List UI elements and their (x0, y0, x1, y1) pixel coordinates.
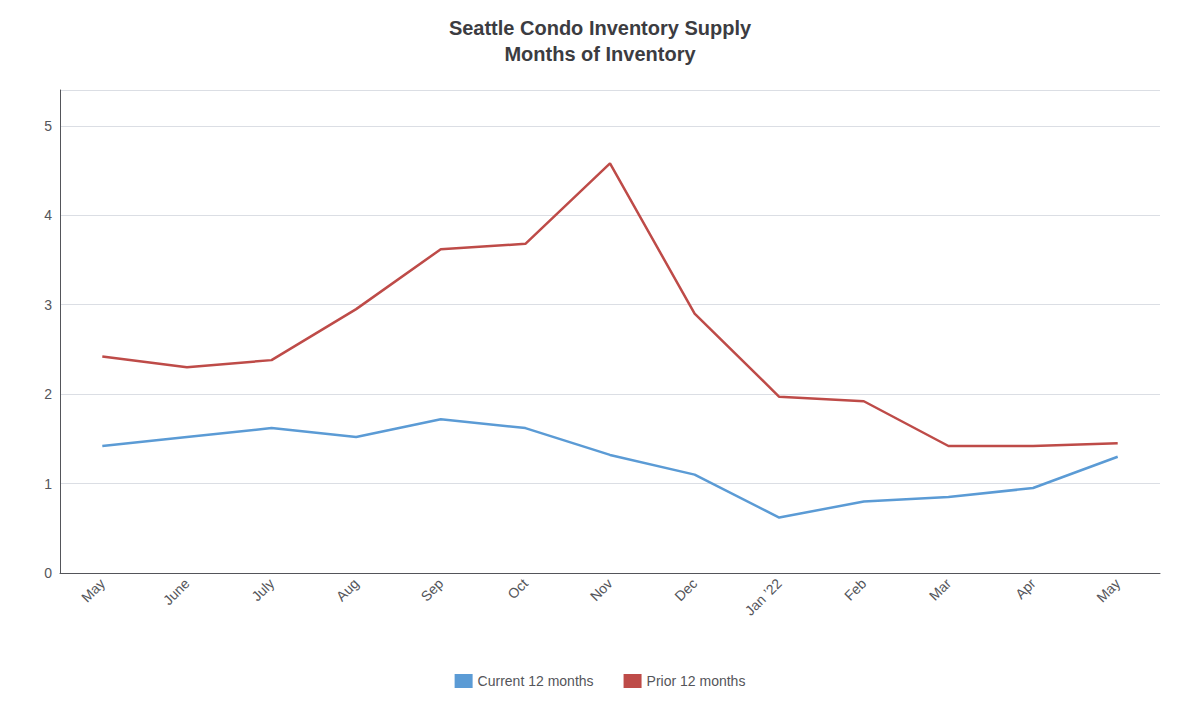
svg-text:Prior 12 months: Prior 12 months (647, 673, 746, 689)
svg-text:Dec: Dec (671, 575, 700, 604)
svg-text:Mar: Mar (926, 575, 955, 604)
svg-text:Seattle Condo Inventory Supply: Seattle Condo Inventory Supply (449, 17, 752, 39)
svg-text:4: 4 (44, 207, 52, 223)
svg-text:Months of Inventory: Months of Inventory (504, 43, 696, 65)
svg-text:Sep: Sep (418, 575, 447, 604)
svg-text:May: May (1093, 575, 1123, 605)
svg-text:Jan ’22: Jan ’22 (742, 575, 785, 618)
svg-text:Feb: Feb (841, 575, 870, 604)
svg-text:May: May (78, 575, 108, 605)
svg-text:June: June (160, 575, 193, 608)
svg-text:1: 1 (44, 476, 52, 492)
svg-text:3: 3 (44, 297, 52, 313)
svg-text:Aug: Aug (333, 575, 362, 604)
svg-text:0: 0 (44, 565, 52, 581)
svg-text:5: 5 (44, 118, 52, 134)
svg-text:2: 2 (44, 386, 52, 402)
svg-text:Apr: Apr (1012, 575, 1039, 602)
svg-text:Oct: Oct (504, 575, 531, 602)
svg-text:Current 12 months: Current 12 months (478, 673, 594, 689)
svg-text:July: July (248, 575, 277, 604)
svg-text:Nov: Nov (587, 575, 616, 604)
